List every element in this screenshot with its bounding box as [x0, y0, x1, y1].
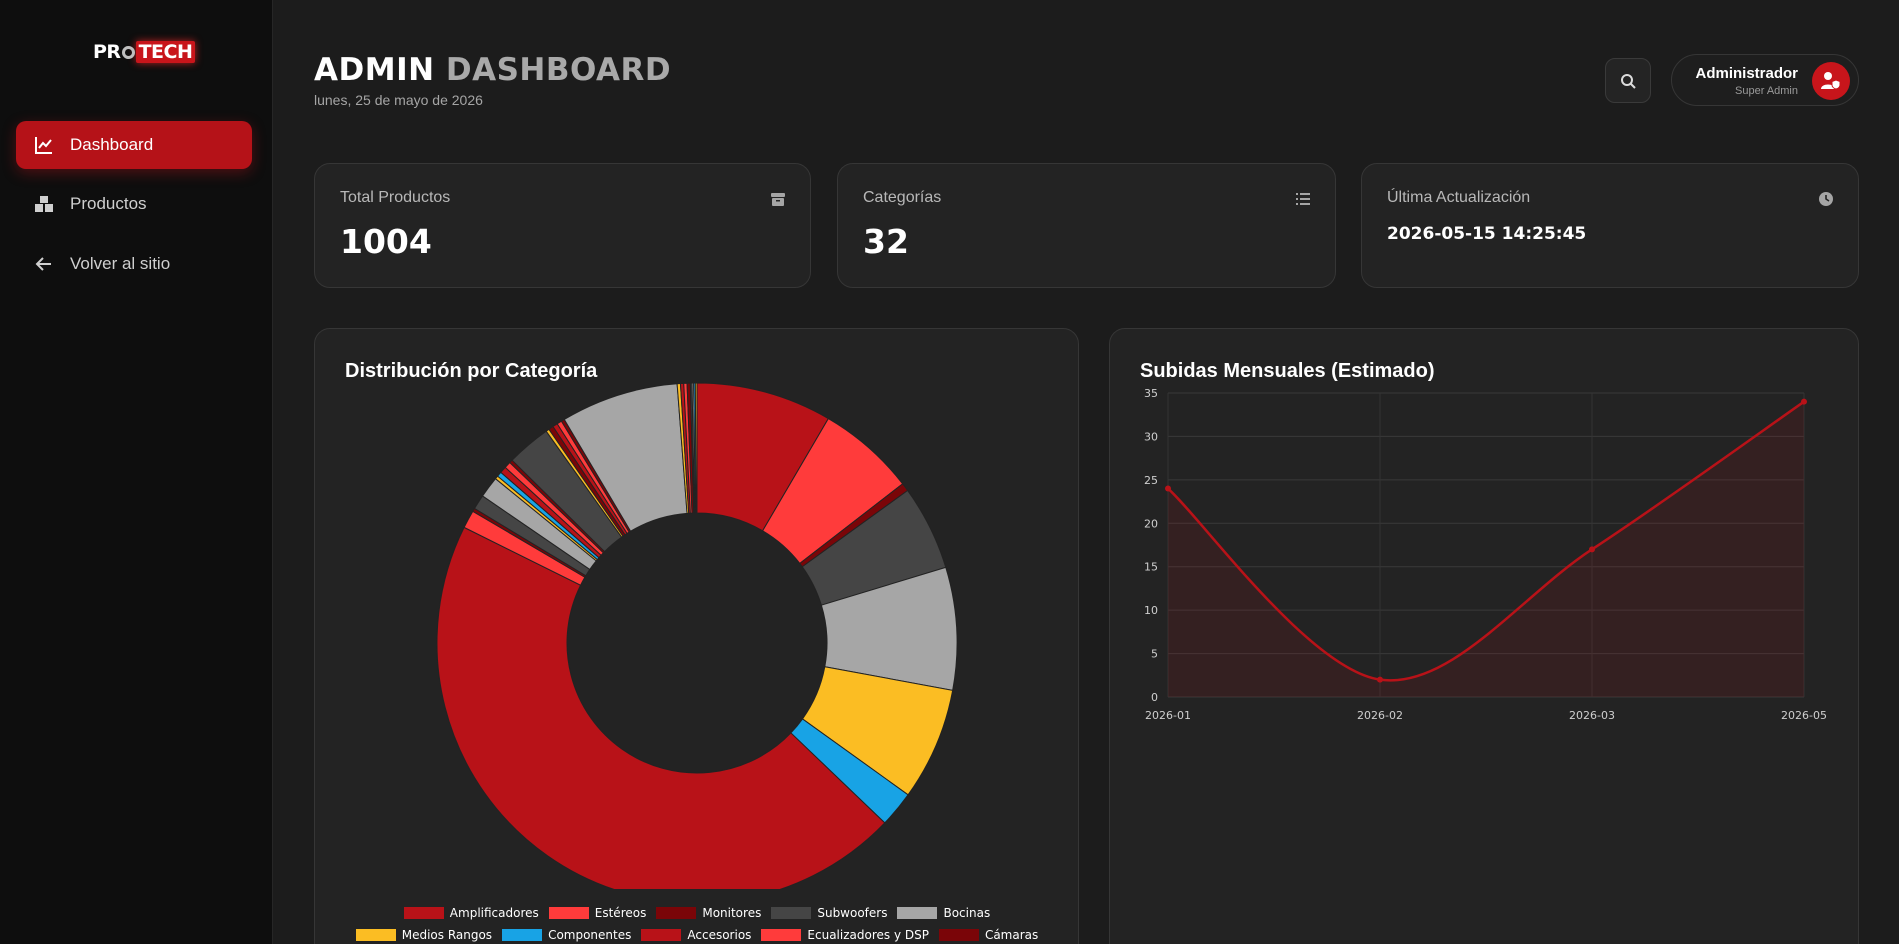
stat-value: 32 [863, 222, 909, 261]
legend-item[interactable]: Amplificadores [403, 906, 539, 920]
legend-item[interactable]: Subwoofers [771, 906, 887, 920]
data-point[interactable] [1377, 676, 1383, 683]
legend-item[interactable]: Medios Rangos [355, 928, 493, 942]
doughnut-chart [436, 382, 958, 889]
sidebar-item-label: Productos [70, 194, 147, 213]
logo-text-tech: TECH [135, 41, 196, 63]
y-tick-label: 25 [1144, 474, 1158, 487]
stat-label: Total Productos [340, 189, 451, 206]
legend-label: Componentes [548, 928, 632, 942]
legend-swatch [403, 907, 444, 919]
legend-swatch [771, 907, 812, 919]
sidebar-item-dashboard[interactable]: Dashboard [16, 121, 252, 169]
legend-item[interactable]: Cámaras [938, 928, 1039, 942]
chart-line-icon [35, 137, 52, 154]
legend-item[interactable]: Componentes [502, 928, 631, 942]
chart-legend-row: Medios Rangos Componentes Accesorios Ecuali… [315, 928, 1079, 942]
legend-label: Accesorios [687, 928, 752, 942]
legend-swatch [548, 907, 589, 919]
pie-slice[interactable] [436, 526, 886, 889]
page-title: ADMIN DASHBOARD [314, 52, 672, 88]
y-tick-label: 0 [1151, 691, 1158, 704]
stat-card-ultima-actualizacion: Última Actualización 2026-05-15 14:25:45 [1361, 163, 1859, 288]
chart-title: Distribución por Categoría [345, 360, 598, 382]
legend-swatch [355, 929, 396, 941]
y-tick-label: 10 [1144, 604, 1158, 617]
legend-swatch [897, 907, 938, 919]
user-shield-icon [1821, 72, 1841, 90]
legend-swatch [641, 929, 682, 941]
data-point[interactable] [1589, 546, 1595, 553]
sidebar: PR TECH Dashboard Productos Volver al si… [0, 0, 273, 944]
page-date: lunes, 25 de mayo de 2026 [314, 92, 483, 108]
legend-label: Cámaras [984, 928, 1039, 942]
x-tick-label: 2026-01 [1145, 709, 1191, 722]
user-menu[interactable]: Administrador Super Admin [1671, 54, 1859, 106]
y-tick-label: 20 [1144, 517, 1158, 530]
y-tick-label: 30 [1144, 430, 1158, 443]
y-tick-label: 5 [1151, 648, 1158, 661]
series-line [1167, 400, 1805, 682]
stat-card-total-productos: Total Productos 1004 [314, 163, 811, 288]
x-tick-label: 2026-02 [1357, 709, 1403, 722]
line-chart: 35 30 25 20 15 10 5 0 2026-01 2026-02 2026-03 2026-… [1144, 387, 1827, 722]
legend-label: Amplificadores [449, 906, 539, 920]
x-tick-label: 2026-05 [1781, 709, 1827, 722]
user-role: Super Admin [1735, 85, 1798, 97]
sidebar-item-label: Dashboard [70, 135, 154, 154]
boxes-icon [35, 196, 53, 212]
chart-legend-row: Amplificadores Estéreos Monitores Subwoofer… [315, 906, 1079, 920]
logo-speaker-icon [121, 45, 135, 59]
stat-label: Última Actualización [1387, 189, 1531, 206]
series-area [1168, 401, 1804, 697]
sidebar-item-productos[interactable]: Productos [16, 180, 252, 228]
legend-swatch [502, 929, 543, 941]
y-tick-label: 35 [1144, 387, 1158, 400]
legend-item[interactable]: Bocinas [897, 906, 990, 920]
category-distribution-card: Distribución por Categoría Amplificadore… [314, 328, 1079, 944]
chart-title: Subidas Mensuales (Estimado) [1140, 360, 1435, 382]
y-tick-label: 15 [1144, 561, 1158, 574]
clock-icon [1819, 192, 1833, 206]
legend-item[interactable]: Monitores [656, 906, 761, 920]
data-point[interactable] [1801, 398, 1807, 405]
sidebar-item-volver[interactable]: Volver al sitio [16, 240, 252, 288]
stat-card-categorias: Categorías 32 [837, 163, 1336, 288]
logo-text-pro: PR [93, 41, 121, 63]
x-tick-label: 2026-03 [1569, 709, 1615, 722]
legend-label: Ecualizadores y DSP [807, 928, 929, 942]
monthly-uploads-card: Subidas Mensuales (Estimado) 35 30 25 20 15 1… [1109, 328, 1859, 944]
legend-label: Monitores [702, 906, 762, 920]
stat-value: 2026-05-15 14:25:45 [1387, 224, 1587, 244]
legend-swatch [938, 929, 979, 941]
legend-swatch [656, 907, 697, 919]
data-point[interactable] [1165, 485, 1171, 492]
logo[interactable]: PR TECH [93, 41, 196, 63]
stat-label: Categorías [863, 189, 942, 206]
stat-value: 1004 [340, 222, 432, 261]
avatar [1812, 62, 1850, 100]
box-icon [771, 193, 785, 206]
legend-item[interactable]: Accesorios [641, 928, 751, 942]
legend-swatch [761, 929, 802, 941]
arrow-left-icon [35, 257, 51, 271]
legend-label: Bocinas [943, 906, 991, 920]
pie-slice[interactable] [694, 382, 698, 514]
user-name: Administrador [1695, 65, 1798, 82]
list-icon [1296, 193, 1310, 205]
legend-label: Estéreos [594, 906, 647, 920]
search-button[interactable] [1605, 58, 1651, 103]
legend-label: Subwoofers [817, 906, 888, 920]
legend-label: Medios Rangos [401, 928, 493, 942]
legend-item[interactable]: Ecualizadores y DSP [761, 928, 929, 942]
legend-item[interactable]: Estéreos [548, 906, 647, 920]
search-icon [1621, 73, 1636, 89]
sidebar-item-label: Volver al sitio [70, 254, 171, 273]
